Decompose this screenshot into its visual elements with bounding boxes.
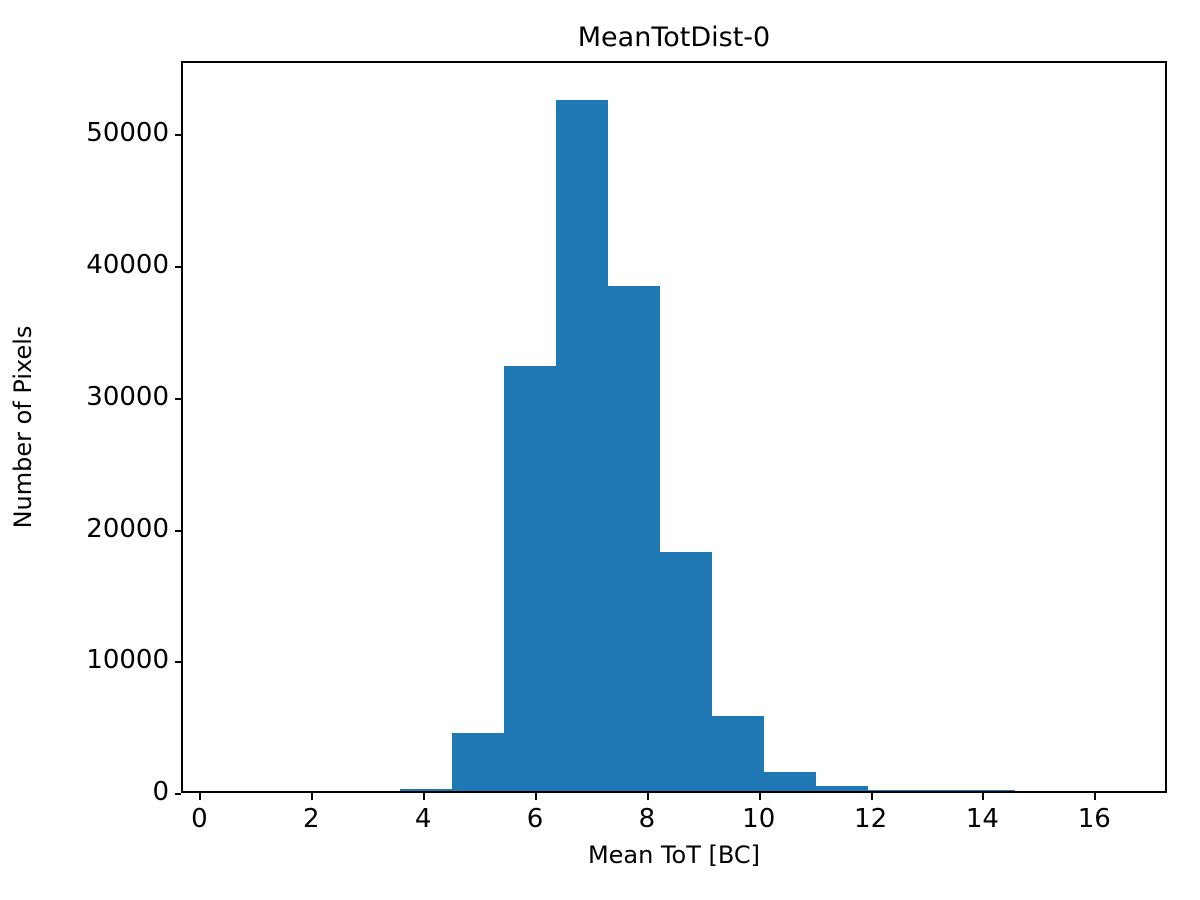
x-tick-mark [758,793,761,800]
histogram-bar [816,786,869,791]
histogram-bar [920,789,973,791]
x-tick-mark [311,793,314,800]
x-tick-mark [982,793,985,800]
histogram-bar [764,771,817,791]
y-tick-label: 40000 [86,250,169,280]
y-tick-label: 20000 [86,513,169,544]
x-tick-mark [535,793,538,800]
x-tick-label: 14 [965,804,999,834]
x-axis-label: Mean ToT [BC] [587,841,761,869]
histogram-bars-layer [183,63,1165,791]
histogram-bar [868,789,921,791]
x-tick-mark [646,793,649,800]
x-tick-label: 4 [414,804,432,834]
histogram-bar [452,733,504,791]
y-tick-label: 10000 [86,645,169,676]
y-tick-mark [174,397,181,400]
x-tick-mark [199,793,202,800]
x-tick-label: 16 [1077,804,1111,834]
x-tick-label: 2 [303,804,320,834]
histogram-bar [556,100,609,791]
y-tick-label: 0 [152,777,169,807]
x-tick-label: 10 [742,804,776,834]
y-axis-label: Number of Pixels [9,325,37,529]
y-tick-mark [174,529,181,532]
histogram-bar [972,789,1016,791]
histogram-bar [399,789,452,791]
plot-axes-frame [181,61,1167,793]
y-axis-label-container: Number of Pixels [0,61,46,793]
x-tick-label: 12 [854,804,888,834]
x-tick-label: 6 [526,804,544,834]
y-tick-label: 50000 [86,118,169,149]
histogram-bar [660,552,713,791]
x-tick-label: 0 [191,804,208,834]
y-tick-label: 30000 [86,381,169,412]
y-tick-mark [174,134,181,137]
x-tick-mark [870,793,873,800]
y-tick-mark [174,661,181,664]
histogram-bar [504,366,557,791]
x-tick-label: 8 [638,804,656,834]
histogram-bar [608,286,661,791]
x-tick-mark [1094,793,1097,800]
x-tick-mark [423,793,426,800]
y-tick-mark [174,266,181,268]
y-tick-mark [174,793,181,795]
histogram-bar [712,715,765,791]
chart-title: MeanTotDist-0 [577,22,771,53]
